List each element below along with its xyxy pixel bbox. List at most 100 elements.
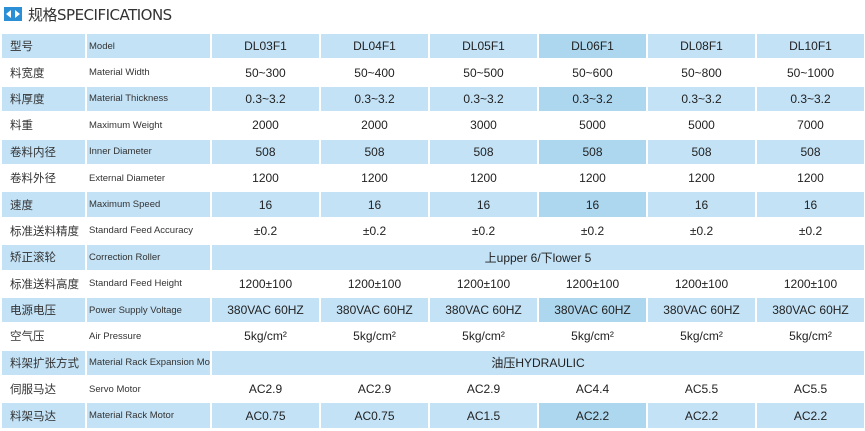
cell: AC5.5 [646, 375, 757, 404]
cell: 1200±100 [537, 269, 648, 298]
label-en: Material Rack Motor [85, 401, 212, 430]
label-cn: 伺服马达 [0, 375, 87, 404]
cell: 16 [755, 190, 865, 219]
cell: 上upper 6/下lower 5 [210, 243, 865, 272]
cell: AC2.9 [428, 375, 539, 404]
cell: 16 [428, 190, 539, 219]
label-cn: 矫正滚轮 [0, 243, 87, 272]
cell: 1200 [319, 163, 430, 193]
cell: DL06F1 [537, 31, 648, 61]
cell: AC2.2 [646, 401, 757, 430]
label-cn: 标准送料高度 [0, 269, 87, 298]
cell: 50~800 [646, 58, 757, 87]
cell: 1200±100 [755, 269, 865, 298]
cell: ±0.2 [319, 216, 430, 246]
label-cn: 电源电压 [0, 295, 87, 325]
cell: ±0.2 [428, 216, 539, 246]
label-cn: 卷料外径 [0, 163, 87, 193]
cell: 16 [319, 190, 430, 219]
cell: 380VAC 60HZ [646, 295, 757, 325]
cell: DL03F1 [210, 31, 321, 61]
cell: AC2.2 [537, 401, 648, 430]
cell: 0.3~3.2 [755, 84, 865, 114]
cell: 16 [646, 190, 757, 219]
label-en: Air Pressure [85, 322, 212, 351]
table-row: 矫正滚轮 Correction Roller 上upper 6/下lower 5 [0, 243, 865, 272]
table-row: 卷料外径 External Diameter 1200 1200 1200 1200 120… [0, 163, 865, 193]
cell: 5kg/cm² [537, 322, 648, 351]
table-row: 标准送料精度 Standard Feed Accuracy ±0.2 ±0.2 ±0.2… [0, 216, 865, 246]
cell: AC5.5 [755, 375, 865, 404]
label-cn: 料重 [0, 111, 87, 140]
cell: 380VAC 60HZ [755, 295, 865, 325]
cell: 2000 [319, 111, 430, 140]
cell: 508 [210, 137, 321, 166]
cell: DL05F1 [428, 31, 539, 61]
label-en: Model [85, 31, 212, 61]
cell: AC4.4 [537, 375, 648, 404]
cell: 0.3~3.2 [428, 84, 539, 114]
label-cn: 料架马达 [0, 401, 87, 430]
cell: AC2.9 [319, 375, 430, 404]
cell: 508 [646, 137, 757, 166]
table-row: 卷料内径 Inner Diameter 508 508 508 508 508 508 [0, 137, 865, 166]
cell: 50~300 [210, 58, 321, 87]
cell: DL04F1 [319, 31, 430, 61]
label-cn: 卷料内径 [0, 137, 87, 166]
cell: 5kg/cm² [210, 322, 321, 351]
table-row: 料架扩张方式 Material Rack Expansion Mode 油压HYDR… [0, 348, 865, 378]
cell: 油压HYDRAULIC [210, 348, 865, 378]
cell: 380VAC 60HZ [319, 295, 430, 325]
table-row: 空气压 Air Pressure 5kg/cm² 5kg/cm² 5kg/cm² 5kg/… [0, 322, 865, 351]
table-row: 速度 Maximum Speed 16 16 16 16 16 16 [0, 190, 865, 219]
cell: AC2.2 [755, 401, 865, 430]
table-row: 料厚度 Material Thickness 0.3~3.2 0.3~3.2 0.3~3… [0, 84, 865, 114]
table-row: 型号 Model DL03F1 DL04F1 DL05F1 DL06F1 DL08F1 DL1… [0, 31, 865, 61]
cell: AC2.9 [210, 375, 321, 404]
cell: 0.3~3.2 [319, 84, 430, 114]
title-bar: 规格SPECIFICATIONS [4, 2, 172, 26]
cell: 1200±100 [646, 269, 757, 298]
cell: 380VAC 60HZ [537, 295, 648, 325]
cell: 5kg/cm² [319, 322, 430, 351]
label-cn: 型号 [0, 31, 87, 61]
label-cn: 空气压 [0, 322, 87, 351]
cell: 50~600 [537, 58, 648, 87]
title: 规格SPECIFICATIONS [28, 5, 172, 24]
cell: 380VAC 60HZ [210, 295, 321, 325]
label-cn: 标准送料精度 [0, 216, 87, 246]
table-row: 伺服马达 Servo Motor AC2.9 AC2.9 AC2.9 AC4.4 AC5.5… [0, 375, 865, 404]
cell: 380VAC 60HZ [428, 295, 539, 325]
table-row: 标准送料高度 Standard Feed Height 1200±100 1200±1… [0, 269, 865, 298]
cell: 2000 [210, 111, 321, 140]
cell: DL10F1 [755, 31, 865, 61]
cell: 0.3~3.2 [646, 84, 757, 114]
cell: 50~1000 [755, 58, 865, 87]
cell: AC1.5 [428, 401, 539, 430]
label-en: Inner Diameter [85, 137, 212, 166]
cell: 0.3~3.2 [537, 84, 648, 114]
cell: 5000 [646, 111, 757, 140]
cell: 5kg/cm² [755, 322, 865, 351]
cell: 3000 [428, 111, 539, 140]
cell: 1200±100 [319, 269, 430, 298]
label-cn: 速度 [0, 190, 87, 219]
cell: AC0.75 [319, 401, 430, 430]
label-en: Material Width [85, 58, 212, 87]
label-cn: 料架扩张方式 [0, 348, 87, 378]
cell: ±0.2 [210, 216, 321, 246]
label-en: Standard Feed Height [85, 269, 212, 298]
cell: 5kg/cm² [428, 322, 539, 351]
cell: ±0.2 [646, 216, 757, 246]
label-en: Material Thickness [85, 84, 212, 114]
cell: ±0.2 [537, 216, 648, 246]
cell: 508 [319, 137, 430, 166]
cell: 508 [428, 137, 539, 166]
label-en: External Diameter [85, 163, 212, 193]
cell: 1200 [428, 163, 539, 193]
label-cn: 料厚度 [0, 84, 87, 114]
cell: 1200 [646, 163, 757, 193]
label-en: Correction Roller [85, 243, 212, 272]
table-row: 料重 Maximum Weight 2000 2000 3000 5000 5000 7000 [0, 111, 865, 140]
